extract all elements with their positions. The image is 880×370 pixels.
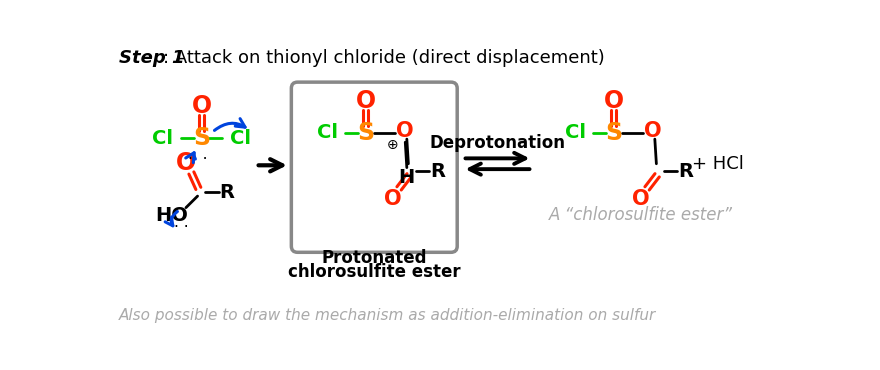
- Text: HO: HO: [156, 206, 188, 225]
- Text: Protonated: Protonated: [321, 249, 427, 268]
- Text: A “chlorosulfite ester”: A “chlorosulfite ester”: [549, 206, 733, 224]
- Text: Cl: Cl: [317, 124, 338, 142]
- Text: : Attack on thionyl chloride (direct displacement): : Attack on thionyl chloride (direct dis…: [163, 49, 605, 67]
- Text: ·  ·: · ·: [187, 152, 208, 167]
- Text: R: R: [678, 162, 693, 181]
- Text: O: O: [643, 121, 661, 141]
- Text: ⊕: ⊕: [386, 138, 398, 151]
- FancyBboxPatch shape: [291, 82, 458, 252]
- Text: S: S: [605, 121, 622, 145]
- Text: O: O: [384, 189, 401, 209]
- Text: Step 1: Step 1: [120, 49, 185, 67]
- Text: Cl: Cl: [230, 129, 251, 148]
- Text: O: O: [632, 189, 649, 209]
- Text: S: S: [193, 126, 210, 150]
- Text: Cl: Cl: [564, 124, 585, 142]
- Text: Deprotonation: Deprotonation: [429, 134, 566, 152]
- Text: O: O: [396, 121, 414, 141]
- Text: chlorosulfite ester: chlorosulfite ester: [288, 263, 460, 280]
- Text: · ·: · ·: [174, 220, 188, 235]
- Text: O: O: [604, 88, 624, 112]
- Text: + HCl: + HCl: [693, 155, 744, 173]
- Text: O: O: [356, 88, 376, 112]
- Text: H: H: [399, 168, 415, 187]
- Text: O: O: [191, 94, 211, 118]
- Text: Also possible to draw the mechanism as addition-elimination on sulfur: Also possible to draw the mechanism as a…: [120, 308, 656, 323]
- Text: R: R: [430, 162, 445, 181]
- Text: Cl: Cl: [152, 129, 173, 148]
- Text: O: O: [176, 151, 196, 175]
- Text: R: R: [219, 183, 235, 202]
- Text: S: S: [357, 121, 374, 145]
